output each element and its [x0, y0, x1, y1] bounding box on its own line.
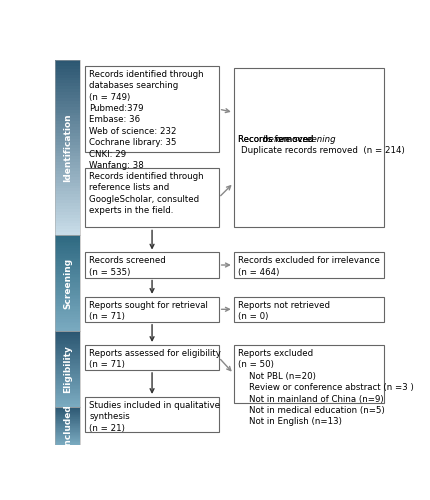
Text: Reports excluded
(n = 50)
    Not PBL (n=20)
    Review or conference abstract (: Reports excluded (n = 50) Not PBL (n=20)… — [238, 349, 414, 426]
Bar — [55, 417, 80, 418]
Bar — [55, 428, 80, 429]
Bar — [55, 142, 80, 144]
Bar — [55, 285, 80, 286]
Bar — [55, 438, 80, 439]
Bar — [55, 112, 80, 116]
Bar — [55, 92, 80, 95]
Bar — [55, 224, 80, 226]
Bar — [55, 69, 80, 71]
Bar — [55, 366, 80, 368]
Bar — [55, 332, 80, 334]
Bar — [55, 325, 80, 326]
Bar — [55, 235, 80, 332]
Bar — [55, 95, 80, 98]
Bar — [55, 415, 80, 416]
Bar — [55, 246, 80, 248]
Text: Records screened
(n = 535): Records screened (n = 535) — [89, 256, 166, 277]
Bar — [55, 110, 80, 112]
Bar — [55, 345, 80, 346]
Bar — [55, 384, 80, 385]
Bar — [234, 297, 384, 322]
Text: Duplicate records removed  (n = 214): Duplicate records removed (n = 214) — [241, 146, 405, 155]
Bar — [55, 389, 80, 390]
Bar — [55, 301, 80, 302]
Bar — [55, 382, 80, 384]
Text: Eligibility: Eligibility — [63, 345, 72, 393]
Bar — [55, 168, 80, 171]
Bar — [55, 359, 80, 360]
Bar — [55, 425, 80, 426]
Bar — [55, 162, 80, 165]
Bar — [55, 104, 80, 106]
Bar — [55, 203, 80, 206]
Bar — [234, 252, 384, 278]
Bar — [55, 192, 80, 194]
Bar — [55, 398, 80, 399]
Bar — [55, 440, 80, 441]
Text: Records excluded for irrelevance
(n = 464): Records excluded for irrelevance (n = 46… — [238, 256, 380, 277]
Bar — [55, 182, 80, 186]
Bar — [55, 326, 80, 328]
Bar — [55, 235, 80, 237]
Text: Reports not retrieved
(n = 0): Reports not retrieved (n = 0) — [238, 300, 330, 321]
Bar — [55, 250, 80, 251]
Bar — [55, 385, 80, 386]
Bar — [55, 308, 80, 309]
Bar — [55, 253, 80, 254]
Bar — [55, 324, 80, 325]
Bar — [55, 288, 80, 290]
Bar — [55, 346, 80, 348]
Bar — [55, 344, 80, 345]
Bar — [55, 352, 80, 354]
Bar — [55, 240, 80, 242]
Bar — [55, 89, 80, 92]
Bar — [55, 378, 80, 379]
Bar — [55, 130, 80, 133]
Bar — [55, 254, 80, 256]
Bar — [55, 420, 80, 422]
Bar — [55, 258, 80, 259]
Bar — [55, 406, 80, 445]
Text: Included: Included — [63, 404, 72, 448]
Bar — [86, 168, 219, 228]
Bar — [55, 200, 80, 203]
Bar — [55, 144, 80, 148]
Bar — [55, 272, 80, 274]
Text: Identification: Identification — [63, 114, 72, 182]
Bar — [55, 186, 80, 188]
Bar — [55, 212, 80, 214]
Bar — [55, 376, 80, 378]
Bar — [55, 422, 80, 423]
Bar — [55, 400, 80, 402]
Bar — [55, 365, 80, 366]
Bar — [55, 306, 80, 308]
Bar — [55, 232, 80, 235]
Bar — [55, 72, 80, 74]
Bar — [55, 248, 80, 250]
Bar — [55, 439, 80, 440]
Bar — [55, 434, 80, 436]
Bar — [55, 423, 80, 424]
Bar — [55, 197, 80, 200]
Bar — [55, 402, 80, 404]
Bar — [55, 133, 80, 136]
Bar — [55, 226, 80, 230]
Bar — [55, 394, 80, 395]
Bar — [55, 413, 80, 414]
Bar — [55, 277, 80, 278]
Bar — [55, 395, 80, 396]
Bar — [55, 282, 80, 284]
Bar — [55, 318, 80, 320]
Bar — [55, 304, 80, 306]
Bar — [55, 136, 80, 139]
Bar — [55, 63, 80, 66]
Bar — [55, 392, 80, 394]
Bar — [55, 290, 80, 292]
Bar — [55, 256, 80, 258]
Bar — [55, 328, 80, 330]
Bar — [55, 339, 80, 340]
Bar — [55, 177, 80, 180]
Bar — [55, 424, 80, 425]
Bar — [55, 310, 80, 312]
Bar — [55, 396, 80, 398]
